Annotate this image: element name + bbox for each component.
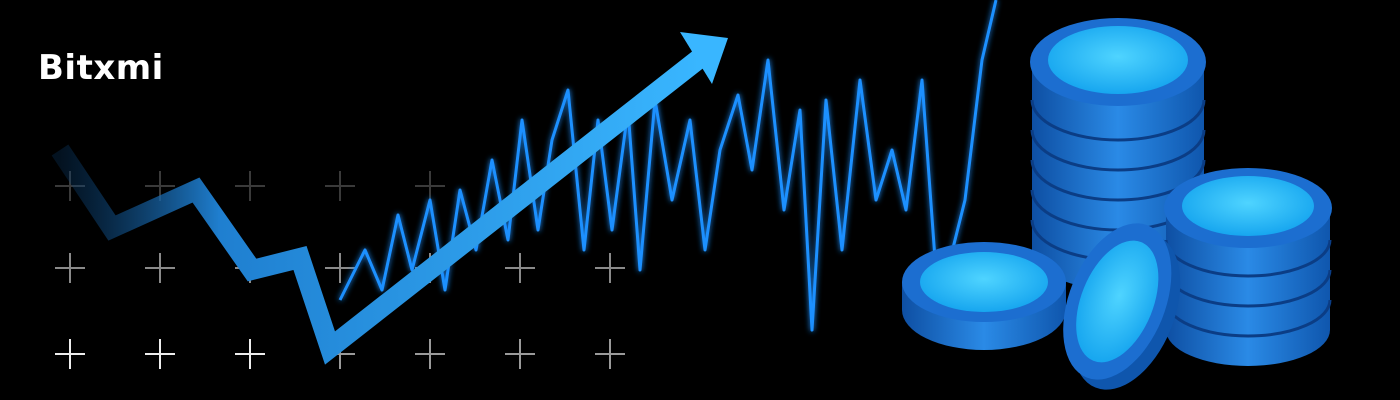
- flat-coin: [902, 242, 1066, 350]
- standing-coin: [1063, 223, 1181, 390]
- waveform: [338, 0, 998, 332]
- right-coin-stack: [1164, 168, 1332, 366]
- brand-name: Bitxmi: [38, 48, 164, 88]
- coin-stack: [902, 18, 1332, 390]
- brand-logo[interactable]: Bitxmi: [38, 38, 164, 98]
- tall-coin-stack: [1030, 18, 1206, 290]
- trend-arrow-icon: [51, 32, 728, 365]
